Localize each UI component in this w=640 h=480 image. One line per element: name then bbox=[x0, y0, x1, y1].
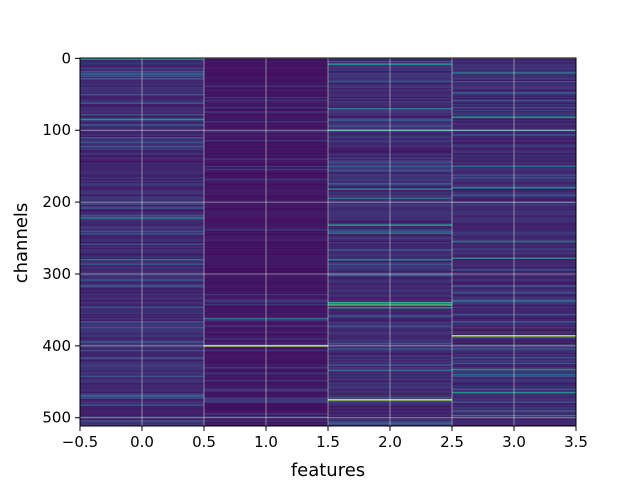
x-tick-label: 3.0 bbox=[502, 433, 526, 451]
y-axis-ticks: 0 100 200 300 400 500 bbox=[42, 49, 80, 427]
y-tick-label: 0 bbox=[61, 49, 71, 67]
x-tick-label: 3.5 bbox=[564, 433, 588, 451]
x-axis-ticks: −0.5 0.0 0.5 1.0 1.5 2.0 2.5 3.0 3.5 bbox=[62, 426, 588, 451]
x-tick-label: 0.0 bbox=[130, 433, 154, 451]
y-tick-label: 500 bbox=[42, 409, 71, 427]
y-tick-label: 300 bbox=[42, 265, 71, 283]
y-axis-label: channels bbox=[11, 203, 32, 284]
x-tick-label: 0.5 bbox=[192, 433, 216, 451]
x-axis-label: features bbox=[291, 460, 365, 480]
x-tick-label: 1.0 bbox=[254, 433, 278, 451]
y-tick-label: 100 bbox=[42, 121, 71, 139]
x-tick-label: 1.5 bbox=[316, 433, 340, 451]
y-tick-label: 400 bbox=[42, 337, 71, 355]
x-tick-label: 2.5 bbox=[440, 433, 464, 451]
y-tick-label: 200 bbox=[42, 193, 71, 211]
x-tick-label: −0.5 bbox=[62, 433, 98, 451]
x-tick-label: 2.0 bbox=[378, 433, 402, 451]
